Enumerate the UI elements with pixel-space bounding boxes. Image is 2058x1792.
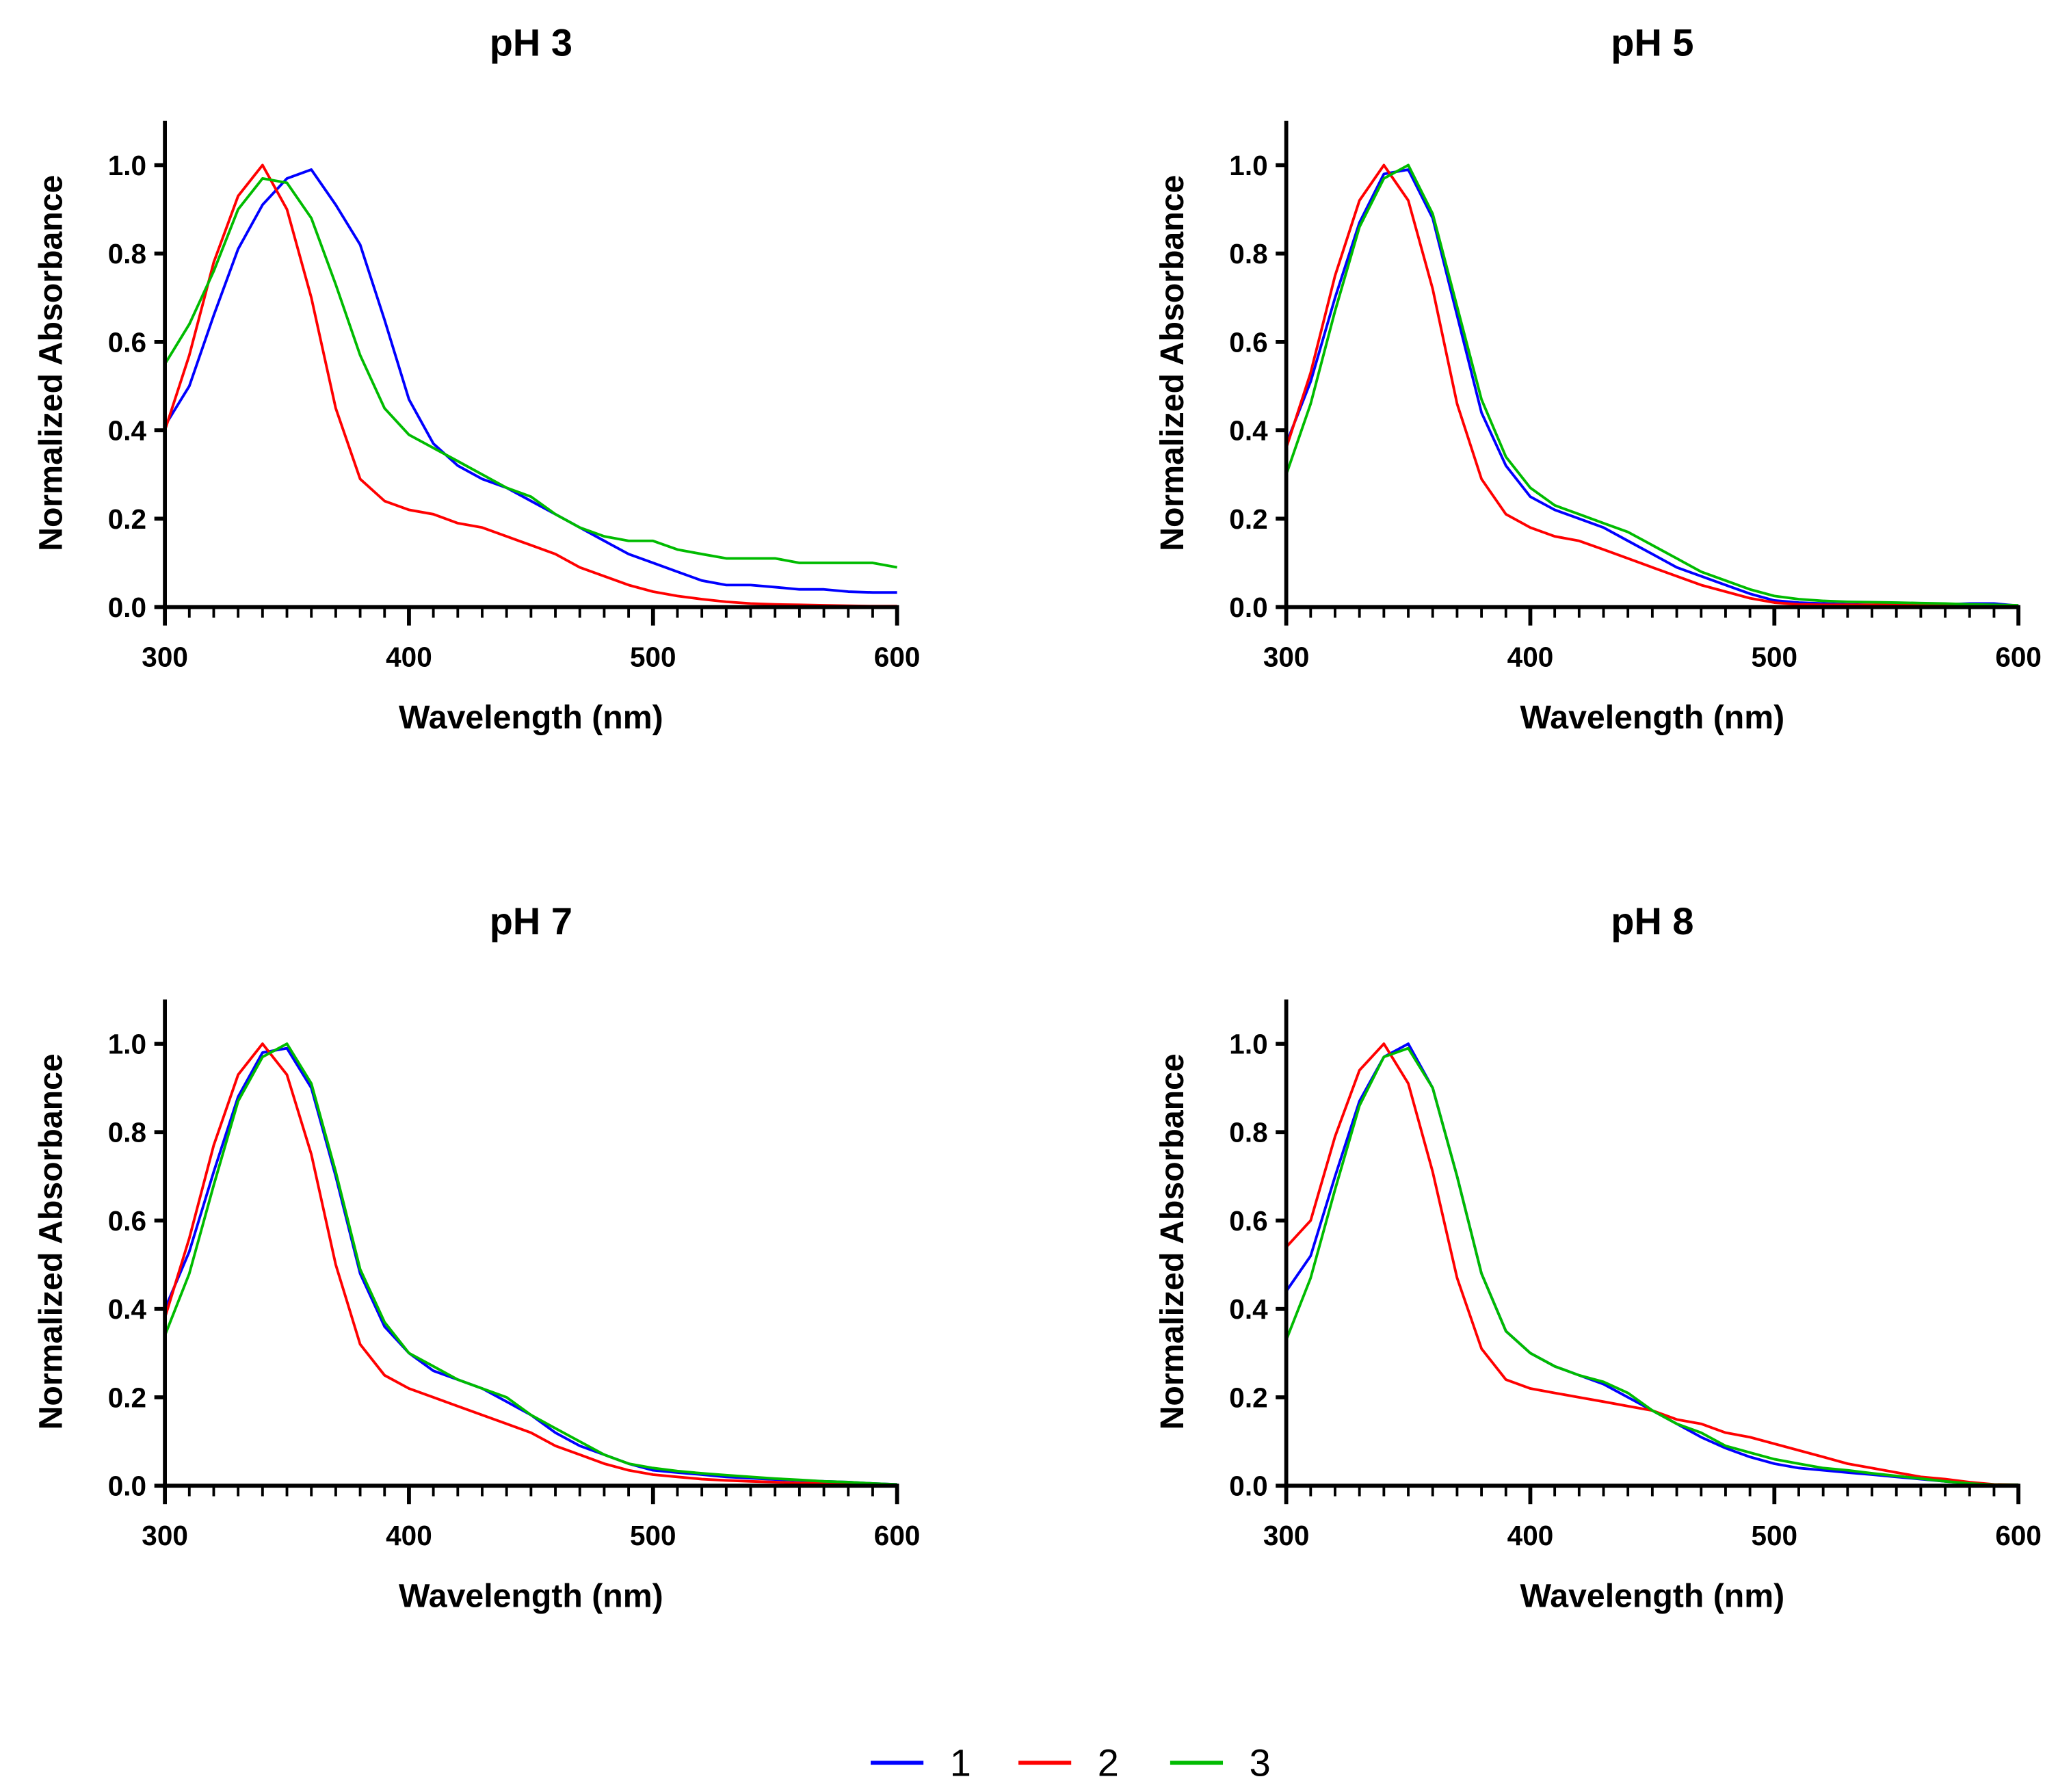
- legend: 1 2 3: [871, 1741, 1271, 1784]
- x-tick-label: 600: [874, 1520, 921, 1551]
- x-tick-label: 300: [1263, 641, 1310, 672]
- y-tick-label: 0.2: [1229, 503, 1267, 535]
- y-tick-label: 0.0: [108, 592, 146, 623]
- y-tick-label: 0.6: [1229, 1205, 1267, 1237]
- x-tick-label: 300: [142, 641, 188, 672]
- x-tick-label: 500: [1752, 1520, 1798, 1551]
- y-tick-label: 0.6: [1229, 326, 1267, 358]
- y-tick-label: 0.2: [108, 1382, 146, 1413]
- series-line-3: [1284, 1046, 2019, 1486]
- series-line-3: [163, 176, 897, 569]
- chart-title: pH 7: [490, 899, 572, 943]
- x-tick-label: 400: [1507, 641, 1554, 672]
- series-line-2: [1284, 163, 2019, 607]
- series-line-2: [1285, 1042, 2019, 1486]
- series-line-1: [163, 1046, 897, 1486]
- y-tick-label: 0.4: [108, 1293, 147, 1325]
- y-tick-label: 0.8: [1229, 1117, 1267, 1148]
- chart-panel-4: pH 8 300 400 500 600 0.0 0.2 0.4 0.6 0.8 1.0 Wavele…: [1154, 899, 2042, 1615]
- y-tick-label: 0.4: [1229, 1293, 1268, 1325]
- y-axis-label: Normalized Absorbance: [1154, 1053, 1191, 1429]
- series-line-1: [1284, 168, 2019, 607]
- x-axis-label: Wavelength (nm): [1520, 699, 1785, 736]
- chart-panel-2: pH 5 300 400 500 600 0.0 0.2 0.4 0.6 0.8 1.0 Wavele…: [1154, 21, 2042, 736]
- y-tick-label: 0.6: [108, 326, 146, 358]
- y-tick-label: 1.0: [1229, 150, 1267, 181]
- series-line-1: [163, 168, 897, 594]
- y-axis-label: Normalized Absorbance: [1154, 175, 1191, 551]
- y-tick-label: 0.0: [1229, 1471, 1267, 1502]
- y-tick-label: 0.8: [108, 238, 146, 269]
- chart-panel-1: pH 3 300 400 500 600 0.0 0.2 0.4 0.6 0.8 1.0 Wavele…: [33, 21, 921, 736]
- chart-title: pH 5: [1611, 21, 1693, 64]
- x-tick-label: 500: [630, 1520, 676, 1551]
- y-tick-label: 0.8: [108, 1117, 146, 1148]
- x-axis-label: Wavelength (nm): [399, 699, 663, 736]
- y-tick-label: 0.4: [108, 415, 147, 447]
- y-tick-label: 0.8: [1229, 238, 1267, 269]
- y-tick-label: 0.4: [1229, 415, 1268, 447]
- x-tick-label: 400: [386, 1520, 432, 1551]
- y-tick-label: 1.0: [108, 1028, 146, 1059]
- x-tick-label: 400: [386, 641, 432, 672]
- y-axis-label: Normalized Absorbance: [33, 175, 70, 551]
- y-tick-label: 0.2: [1229, 1382, 1267, 1413]
- x-tick-label: 600: [874, 641, 921, 672]
- y-tick-label: 0.0: [108, 1471, 146, 1502]
- x-tick-label: 400: [1507, 1520, 1554, 1551]
- series-line-3: [163, 1042, 897, 1486]
- series-line-2: [163, 1042, 897, 1486]
- series-line-1: [1285, 1042, 2019, 1486]
- x-axis-label: Wavelength (nm): [399, 1578, 663, 1615]
- x-tick-label: 300: [1263, 1520, 1310, 1551]
- x-tick-label: 600: [1995, 641, 2042, 672]
- series-line-2: [163, 163, 897, 608]
- chart-panel-3: pH 7 300 400 500 600 0.0 0.2 0.4 0.6 0.8 1.0 Wavele…: [33, 899, 921, 1615]
- y-tick-label: 1.0: [108, 150, 146, 181]
- y-tick-label: 0.6: [108, 1205, 146, 1237]
- y-axis-label: Normalized Absorbance: [33, 1053, 70, 1429]
- legend-label-1: 1: [950, 1741, 971, 1784]
- y-tick-label: 1.0: [1229, 1028, 1267, 1059]
- x-tick-label: 500: [1752, 641, 1798, 672]
- y-tick-label: 0.2: [108, 503, 146, 535]
- chart-title: pH 8: [1611, 899, 1693, 943]
- series-line-3: [1284, 163, 2019, 607]
- x-axis-label: Wavelength (nm): [1520, 1578, 1785, 1615]
- x-tick-label: 300: [142, 1520, 188, 1551]
- chart-title: pH 3: [490, 21, 572, 64]
- legend-label-3: 3: [1250, 1741, 1271, 1784]
- x-tick-label: 600: [1995, 1520, 2042, 1551]
- legend-label-2: 2: [1098, 1741, 1119, 1784]
- y-tick-label: 0.0: [1229, 592, 1267, 623]
- x-tick-label: 500: [630, 641, 676, 672]
